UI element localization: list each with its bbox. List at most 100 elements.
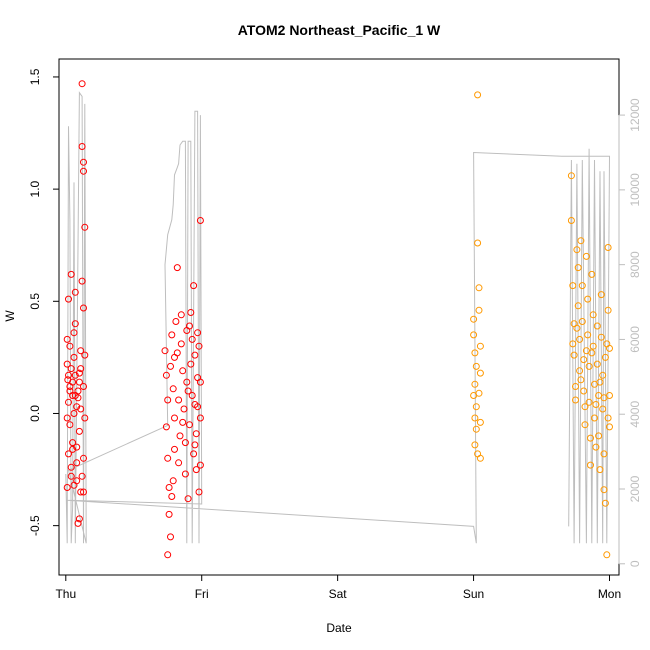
data-point bbox=[169, 477, 177, 485]
y-tick-label: 0.5 bbox=[28, 293, 42, 310]
data-point bbox=[593, 360, 601, 368]
y2-tick-label: 8000 bbox=[628, 251, 642, 278]
data-point bbox=[80, 158, 87, 166]
data-point bbox=[577, 376, 585, 384]
data-point bbox=[476, 342, 484, 350]
data-point bbox=[77, 347, 85, 355]
y2-tick-label: 10000 bbox=[628, 173, 642, 207]
data-point bbox=[171, 414, 178, 422]
data-point bbox=[75, 515, 83, 523]
data-point bbox=[470, 331, 478, 339]
data-point bbox=[597, 291, 605, 299]
x-tick-label: Mon bbox=[598, 587, 621, 601]
data-point bbox=[606, 423, 613, 431]
data-point bbox=[75, 427, 83, 435]
data-point bbox=[162, 423, 170, 431]
data-point bbox=[195, 342, 203, 350]
data-point bbox=[194, 329, 202, 337]
data-point bbox=[597, 333, 605, 341]
data-point bbox=[476, 369, 484, 377]
data-point bbox=[195, 488, 203, 496]
data-point bbox=[599, 405, 607, 413]
data-point bbox=[73, 459, 81, 467]
data-point bbox=[164, 454, 172, 462]
y-tick-label: 1.5 bbox=[28, 68, 42, 85]
data-point bbox=[187, 309, 195, 316]
data-point bbox=[186, 322, 193, 330]
data-point bbox=[73, 443, 81, 451]
data-point bbox=[80, 454, 87, 462]
y2-tick-label: 0 bbox=[628, 560, 642, 567]
y2-tick-label: 2000 bbox=[628, 475, 642, 502]
data-point bbox=[196, 461, 204, 469]
data-point bbox=[162, 371, 170, 379]
data-point bbox=[169, 385, 177, 393]
data-point bbox=[476, 454, 484, 462]
data-point bbox=[572, 396, 579, 404]
data-point bbox=[186, 421, 193, 429]
data-point bbox=[80, 304, 87, 312]
data-point bbox=[183, 378, 191, 386]
chart-title: ATOM2 Northeast_Pacific_1 W bbox=[238, 22, 441, 38]
x-tick-label: Sat bbox=[329, 587, 348, 601]
data-point bbox=[78, 143, 86, 150]
y2-axis: 0 2000 4000 6000 8000 10000 12000 bbox=[618, 98, 642, 567]
data-point bbox=[71, 392, 79, 399]
data-point bbox=[80, 383, 87, 390]
data-point bbox=[601, 353, 609, 361]
y-axis: -0.5 0.0 0.5 1.0 1.5 bbox=[28, 68, 60, 536]
data-point bbox=[585, 362, 593, 370]
data-point bbox=[66, 421, 74, 429]
data-point bbox=[472, 403, 480, 411]
data-point bbox=[69, 445, 77, 453]
data-point bbox=[71, 288, 79, 296]
data-point bbox=[164, 396, 172, 404]
data-point bbox=[179, 418, 187, 426]
data-point bbox=[191, 351, 199, 359]
data-point bbox=[572, 383, 579, 390]
data-point bbox=[471, 380, 479, 388]
data-point bbox=[581, 403, 589, 411]
data-point bbox=[474, 239, 482, 247]
data-point bbox=[70, 353, 78, 361]
data-point bbox=[604, 414, 612, 422]
data-point bbox=[196, 378, 204, 386]
data-point bbox=[171, 353, 178, 361]
x-tick-label: Fri bbox=[195, 587, 209, 601]
data-point bbox=[181, 470, 189, 478]
data-point bbox=[574, 302, 582, 310]
data-point bbox=[472, 425, 480, 433]
data-point bbox=[569, 282, 577, 290]
data-point bbox=[165, 484, 173, 491]
data-point bbox=[190, 282, 198, 290]
data-point bbox=[63, 484, 71, 491]
data-point bbox=[70, 410, 78, 417]
y2-tick-label: 4000 bbox=[628, 401, 642, 428]
data-point bbox=[576, 367, 584, 375]
data-point bbox=[187, 360, 195, 368]
data-point bbox=[77, 488, 85, 496]
x-tick-label: Thu bbox=[55, 587, 76, 601]
data-point bbox=[191, 441, 199, 449]
y-axis-label: W bbox=[3, 310, 17, 322]
data-point bbox=[67, 270, 75, 278]
points-layer bbox=[63, 80, 613, 559]
data-point bbox=[601, 499, 609, 507]
data-point bbox=[63, 414, 71, 422]
data-point bbox=[175, 459, 183, 467]
data-point bbox=[585, 398, 593, 406]
data-point bbox=[167, 362, 174, 370]
data-point bbox=[580, 387, 588, 395]
data-point bbox=[474, 91, 482, 99]
data-point bbox=[476, 418, 484, 426]
data-point bbox=[567, 217, 575, 224]
secondary-series-line bbox=[65, 91, 611, 544]
data-point bbox=[471, 414, 479, 422]
data-point bbox=[578, 318, 586, 325]
data-point bbox=[69, 439, 77, 447]
data-point bbox=[587, 434, 594, 442]
data-point bbox=[168, 493, 176, 500]
data-point bbox=[600, 486, 608, 494]
data-point bbox=[71, 371, 79, 379]
data-point bbox=[588, 349, 596, 357]
